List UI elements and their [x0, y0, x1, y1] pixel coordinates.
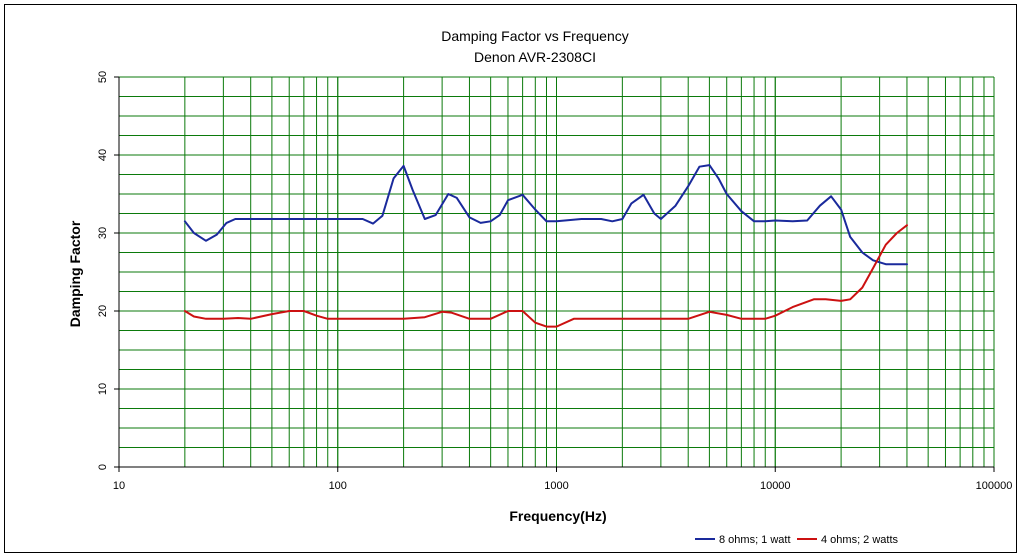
x-tick-label: 10000	[760, 480, 791, 492]
y-tick-label: 10	[97, 383, 109, 395]
series-line-2	[183, 224, 908, 328]
chart-subtitle: Denon AVR-2308CI	[474, 49, 596, 65]
series-line-1	[183, 164, 908, 266]
legend-label-1: 8 ohms; 1 watt	[719, 534, 791, 546]
y-tick-label: 20	[97, 305, 109, 317]
chart: Damping Factor vs Frequency Denon AVR-23…	[67, 28, 1012, 546]
grid	[119, 76, 995, 467]
x-tick-label: 100	[329, 480, 347, 492]
legend-label-2: 4 ohms; 2 watts	[821, 534, 899, 546]
x-tick-label: 1000	[544, 480, 568, 492]
y-tick-label: 40	[97, 149, 109, 161]
y-tick-label: 50	[97, 71, 109, 83]
x-tick-label: 10	[113, 480, 125, 492]
ticks: 10 100 1000 10000 100000 0 10 20 30 40 50	[97, 71, 1012, 492]
chart-frame: Damping Factor vs Frequency Denon AVR-23…	[4, 4, 1017, 553]
x-axis-label: Frequency(Hz)	[509, 508, 606, 524]
y-tick-label: 30	[97, 227, 109, 239]
y-axis-label: Damping Factor	[67, 220, 83, 327]
y-tick-label: 0	[97, 464, 109, 470]
legend: 8 ohms; 1 watt 4 ohms; 2 watts	[695, 534, 899, 546]
series-lines	[183, 164, 908, 328]
x-tick-label: 100000	[976, 480, 1013, 492]
chart-title: Damping Factor vs Frequency	[441, 28, 629, 44]
